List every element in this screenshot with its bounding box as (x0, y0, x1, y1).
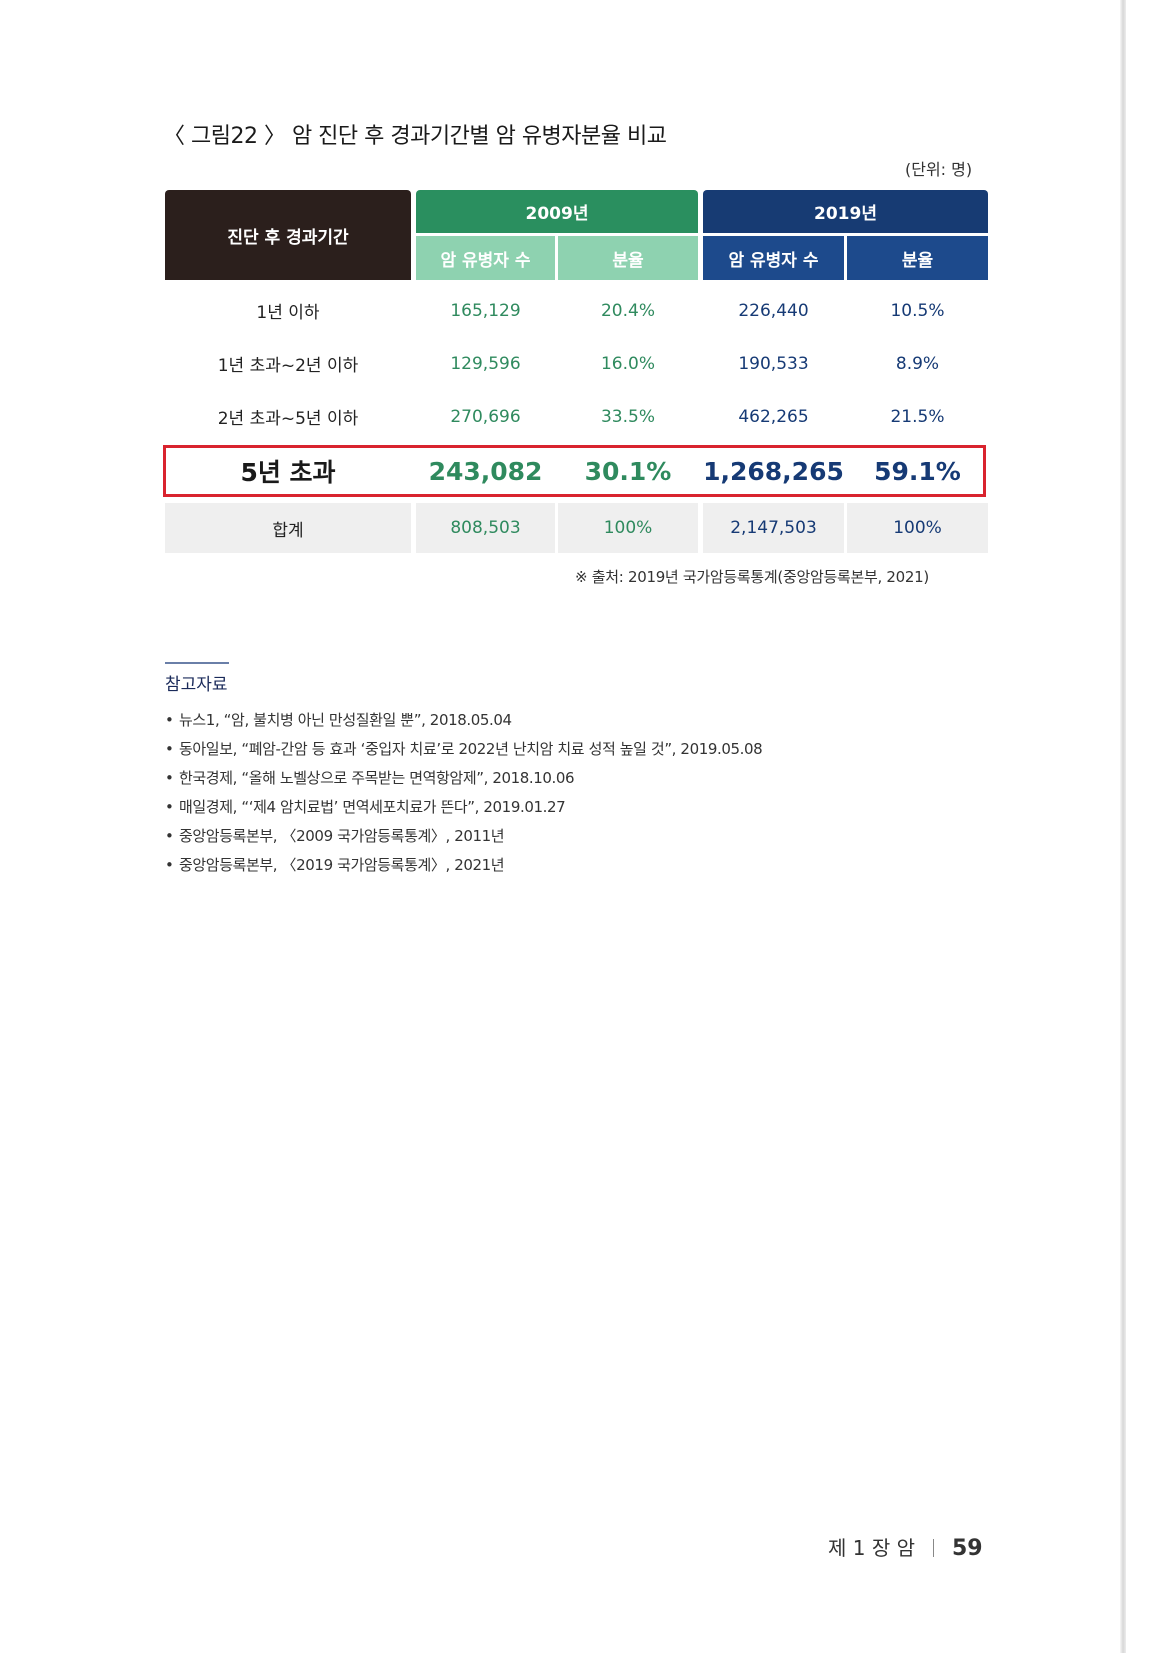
table-row: 1년 이하 165,129 20.4% 226,440 10.5% (165, 284, 988, 337)
bullet-icon: • (165, 798, 174, 816)
cell-2019-patients: 190,533 (738, 353, 809, 374)
cell-period: 합계 (272, 520, 304, 541)
cell-2019-patients: 1,268,265 (703, 456, 844, 486)
cell-2019-patients: 2,147,503 (730, 518, 817, 538)
list-item: • 동아일보, “폐암-간암 등 효과 ‘중입자 치료’로 2022년 난치암 치… (165, 735, 763, 764)
reference-text: 동아일보, “폐암-간암 등 효과 ‘중입자 치료’로 2022년 난치암 치료… (179, 740, 763, 758)
chapter-label: 제 1 장 암 (828, 1536, 915, 1560)
page-number: 59 (952, 1536, 983, 1561)
figure-title: 〈 그림22 〉 암 진단 후 경과기간별 암 유병자분율 비교 (163, 124, 667, 149)
reference-text: 중앙암등록본부, 〈2019 국가암등록통계〉, 2021년 (179, 856, 505, 874)
cell-2009-ratio: 16.0% (600, 353, 655, 374)
highlighted-row: 5년 초과 243,082 30.1% 1,268,265 59.1% (163, 445, 988, 501)
footer-separator (933, 1539, 934, 1557)
prevalence-table: 진단 후 경과기간 2009년 2019년 암 유병자 수 분율 암 유병자 수… (163, 190, 988, 553)
source-note: ※ 출처: 2019년 국가암등록통계(중앙암등록본부, 2021) (575, 568, 929, 586)
header-2009-ratio: 분율 (558, 236, 698, 280)
highlight-frame (163, 445, 986, 497)
cell-period: 5년 초과 (240, 458, 336, 487)
bullet-icon: • (165, 856, 174, 874)
table-row: 1년 초과~2년 이하 129,596 16.0% 190,533 8.9% (165, 337, 988, 390)
unit-label: (단위: 명) (905, 160, 973, 179)
cell-period: 1년 초과~2년 이하 (217, 356, 359, 376)
total-bg (416, 503, 555, 553)
reference-text: 한국경제, “올해 노벨상으로 주목받는 면역항암제”, 2018.10.06 (179, 769, 575, 787)
total-bg (558, 503, 698, 553)
total-bg (847, 503, 988, 553)
page-spine-shadow (1120, 0, 1126, 1653)
reference-text: 뉴스1, “암, 불치병 아닌 만성질환일 뿐”, 2018.05.04 (179, 711, 512, 729)
bullet-icon: • (165, 711, 174, 729)
bullet-icon: • (165, 827, 174, 845)
cell-2009-patients: 243,082 (428, 456, 543, 486)
bullet-icon: • (165, 740, 174, 758)
list-item: • 매일경제, “‘제4 암치료법’ 면역세포치료가 뜬다”, 2019.01.2… (165, 793, 762, 822)
references-rule (165, 662, 229, 664)
list-item: • 중앙암등록본부, 〈2009 국가암등록통계〉, 2011년 (165, 822, 762, 851)
list-item: • 한국경제, “올해 노벨상으로 주목받는 면역항암제”, 2018.10.06 (165, 764, 762, 793)
reference-text: 중앙암등록본부, 〈2009 국가암등록통계〉, 2011년 (179, 827, 505, 845)
total-bg (703, 503, 844, 553)
header-2019-patients: 암 유병자 수 (703, 236, 844, 280)
total-row: 합계 808,503 100% 2,147,503 100% (165, 503, 988, 553)
cell-2009-patients: 129,596 (450, 353, 521, 374)
cell-2019-ratio: 10.5% (890, 300, 945, 321)
cell-2019-patients: 226,440 (738, 300, 809, 321)
table-row: 2년 초과~5년 이하 270,696 33.5% 462,265 21.5% (165, 390, 988, 443)
table-header: 진단 후 경과기간 2009년 2019년 암 유병자 수 분율 암 유병자 수… (165, 190, 988, 280)
header-year-2009: 2009년 (416, 190, 698, 233)
cell-2019-patients: 462,265 (738, 406, 809, 427)
header-period: 진단 후 경과기간 (165, 190, 411, 280)
references-list: • 뉴스1, “암, 불치병 아닌 만성질환일 뿐”, 2018.05.04 • 동… (165, 706, 763, 880)
reference-text: 매일경제, “‘제4 암치료법’ 면역세포치료가 뜬다”, 2019.01.27 (179, 798, 566, 816)
references-title: 참고자료 (165, 675, 228, 695)
list-item: • 뉴스1, “암, 불치병 아닌 만성질환일 뿐”, 2018.05.04 (165, 706, 762, 735)
cell-2009-ratio: 33.5% (600, 406, 655, 427)
cell-2009-ratio: 20.4% (600, 300, 655, 321)
list-item: • 중앙암등록본부, 〈2019 국가암등록통계〉, 2021년 (165, 851, 762, 880)
total-bg (165, 503, 411, 553)
cell-2019-ratio: 100% (893, 518, 942, 538)
cell-2019-ratio: 21.5% (890, 406, 945, 427)
cell-2019-ratio: 59.1% (874, 456, 961, 486)
header-2009-patients: 암 유병자 수 (416, 236, 555, 280)
cell-2009-patients: 808,503 (450, 518, 521, 538)
bullet-icon: • (165, 769, 174, 787)
header-2019-ratio: 분율 (847, 236, 988, 280)
cell-2009-ratio: 100% (603, 518, 653, 538)
cell-2009-ratio: 30.1% (584, 456, 672, 486)
cell-2009-patients: 270,696 (450, 406, 521, 427)
page-footer: 제 1 장 암 59 (828, 1532, 983, 1561)
cell-2019-ratio: 8.9% (895, 353, 940, 374)
cell-2009-patients: 165,129 (450, 300, 521, 321)
header-year-2019: 2019년 (703, 190, 988, 233)
cell-period: 1년 이하 (256, 303, 320, 323)
cell-period: 2년 초과~5년 이하 (217, 409, 359, 429)
